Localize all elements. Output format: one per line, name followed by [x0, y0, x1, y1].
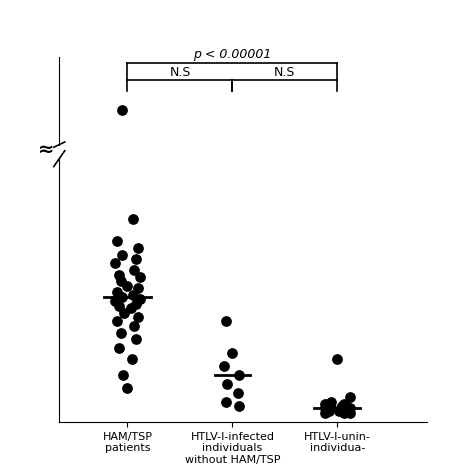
Point [115, 345, 123, 352]
Point [340, 405, 347, 412]
Point [134, 284, 142, 292]
Point [342, 407, 349, 414]
Point [220, 362, 228, 370]
Point [115, 302, 123, 310]
Point [228, 258, 236, 265]
Point [118, 293, 126, 301]
Text: ≈: ≈ [37, 140, 54, 159]
Point [118, 278, 125, 285]
Point [327, 398, 335, 406]
Point [118, 251, 126, 258]
Point [113, 237, 121, 245]
Point [323, 407, 331, 414]
Point [235, 371, 243, 379]
Point [134, 244, 142, 252]
Point [137, 295, 144, 303]
Point [344, 407, 352, 414]
Point [327, 405, 335, 412]
Point [321, 405, 328, 412]
Point [223, 380, 231, 388]
Point [124, 384, 131, 392]
Point [111, 260, 118, 267]
Point [129, 291, 137, 299]
Point [340, 400, 347, 408]
Text: N.S: N.S [169, 66, 191, 79]
Point [346, 409, 354, 417]
Point [118, 329, 125, 337]
Point [113, 289, 121, 296]
Point [118, 106, 126, 113]
Point [124, 282, 131, 290]
Point [334, 356, 341, 363]
Point [129, 215, 137, 223]
Point [222, 318, 230, 325]
Point [338, 402, 346, 410]
Point [119, 371, 127, 379]
Point [337, 405, 344, 412]
Point [342, 402, 349, 410]
Point [346, 405, 354, 412]
Point [137, 273, 144, 281]
Point [222, 398, 230, 406]
Text: p < 0.00001: p < 0.00001 [193, 48, 272, 61]
Point [134, 313, 142, 321]
Point [115, 271, 123, 278]
Point [321, 400, 328, 408]
Point [111, 298, 118, 305]
Point [228, 349, 236, 356]
Point [132, 336, 140, 343]
Point [120, 309, 128, 316]
Point [235, 402, 243, 410]
Point [132, 300, 140, 308]
Point [130, 266, 137, 274]
Point [340, 409, 347, 417]
Point [130, 322, 137, 330]
Point [234, 389, 241, 397]
Point [346, 393, 354, 401]
Point [325, 402, 333, 410]
Point [132, 255, 140, 263]
Point [336, 407, 343, 414]
Point [113, 318, 121, 325]
Point [127, 304, 135, 312]
Text: N.S: N.S [274, 66, 296, 79]
Point [325, 407, 333, 414]
Point [128, 356, 136, 363]
Point [321, 409, 328, 417]
